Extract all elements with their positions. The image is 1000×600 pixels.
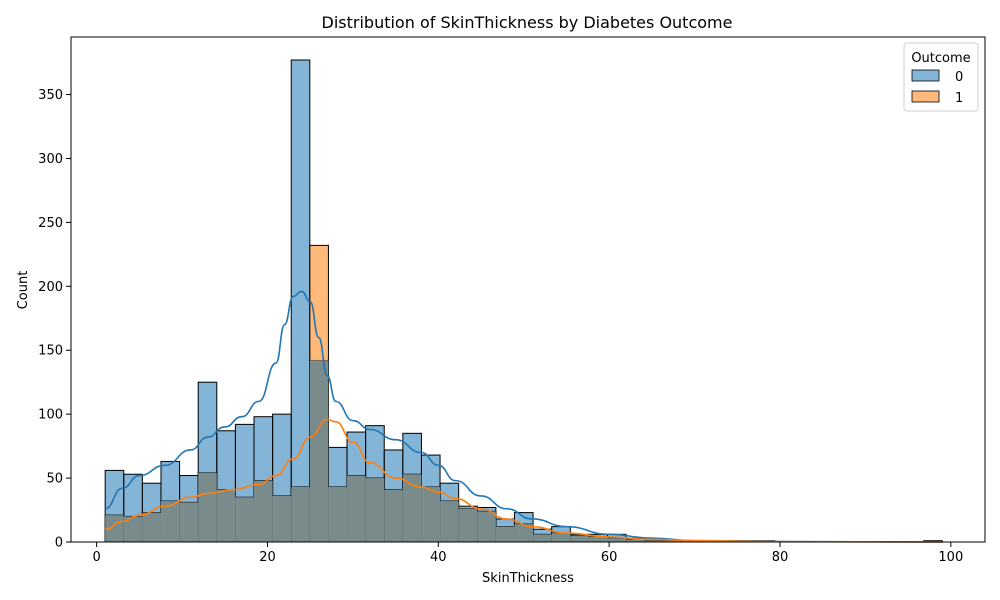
- y-tick-label-250: 250: [38, 216, 63, 231]
- bar-top-18: [440, 483, 459, 502]
- bar-overlap-25: [570, 535, 589, 542]
- y-tick-label-350: 350: [38, 88, 63, 103]
- x-tick-label-100: 100: [938, 550, 963, 565]
- bar-top-3: [160, 461, 180, 502]
- chart-title: Distribution of SkinThickness by Diabete…: [322, 13, 733, 32]
- x-tick-label-20: 20: [259, 550, 276, 565]
- x-tick-label-60: 60: [601, 550, 618, 565]
- bar-overlap-30: [663, 540, 682, 542]
- kde-curves: [104, 290, 943, 543]
- bar-top-23: [533, 529, 552, 535]
- bar-top-22: [514, 512, 534, 525]
- plot-area: [104, 59, 943, 543]
- bar-overlap-7: [235, 497, 255, 542]
- y-tick-label-50: 50: [46, 472, 63, 487]
- bar-top-15: [384, 449, 403, 490]
- x-axis-ticks: 0 20 40 60 80 100: [92, 542, 963, 565]
- bar-overlap-11: [309, 360, 329, 542]
- bar-overlap-21: [495, 526, 515, 542]
- bar-top-10: [291, 60, 310, 488]
- bar-top-24: [551, 526, 571, 534]
- bar-top-11: [309, 245, 329, 361]
- bar-overlap-2: [142, 512, 161, 542]
- legend-label-1: 1: [955, 91, 963, 106]
- bar-overlap-14: [365, 478, 385, 542]
- bar-overlap-18: [440, 501, 459, 542]
- bar-overlap-29: [644, 540, 664, 542]
- y-axis-title: Count: [16, 271, 31, 310]
- bar-overlap-26: [588, 536, 608, 542]
- bar-overlap-10: [291, 487, 310, 542]
- y-axis-ticks: 0 50 100 150 200 250 300 350: [38, 88, 71, 551]
- bar-overlap-5: [198, 472, 217, 542]
- y-tick-label-150: 150: [38, 344, 63, 359]
- bar-overlap-6: [216, 489, 236, 542]
- bar-overlap-28: [626, 539, 645, 542]
- bar-overlap-20: [477, 511, 496, 542]
- legend: Outcome 0 1: [903, 42, 979, 112]
- plot-frame: [70, 36, 986, 543]
- bar-top-9: [272, 414, 292, 496]
- y-tick-label-300: 300: [38, 152, 63, 167]
- bar-overlap-4: [179, 502, 199, 542]
- bar-top-7: [235, 424, 255, 498]
- bar-overlap-19: [458, 508, 478, 542]
- bar-overlap-24: [551, 533, 571, 542]
- bars-overlap: [105, 360, 682, 542]
- bar-top-21: [495, 518, 515, 527]
- bar-overlap-23: [533, 534, 552, 542]
- y-tick-label-0: 0: [55, 536, 63, 551]
- legend-title: Outcome: [911, 51, 970, 66]
- x-tick-label-80: 80: [772, 550, 789, 565]
- bar-overlap-27: [607, 538, 627, 542]
- x-tick-label-0: 0: [92, 550, 100, 565]
- x-axis-title: SkinThickness: [482, 571, 574, 586]
- bar-top-16: [402, 433, 422, 475]
- bar-top-1: [123, 474, 143, 517]
- bar-overlap-17: [421, 487, 441, 542]
- legend-swatch-1: [911, 90, 940, 103]
- bar-top-0: [105, 470, 124, 516]
- bar-overlap-1: [123, 516, 143, 542]
- bar-overlap-9: [272, 495, 292, 542]
- kde-line-1: [105, 418, 943, 543]
- bar-top-4: [179, 475, 199, 503]
- bar-overlap-12: [328, 487, 348, 542]
- bar-overlap-16: [402, 474, 422, 542]
- legend-label-0: 0: [955, 70, 963, 85]
- bar-top-27: [607, 534, 627, 539]
- bar-top-17: [421, 455, 441, 488]
- y-tick-label-100: 100: [38, 408, 63, 423]
- bar-top-2: [142, 483, 161, 513]
- bar-overlap-13: [347, 475, 366, 542]
- bar-overlap-22: [514, 524, 534, 542]
- legend-swatch-0: [911, 69, 940, 82]
- bar-top-19: [458, 506, 478, 509]
- bar-top-8: [254, 416, 273, 481]
- bar-top-12: [328, 447, 348, 488]
- bar-overlap-8: [254, 480, 273, 542]
- bar-top-14: [365, 425, 385, 479]
- y-tick-label-200: 200: [38, 280, 63, 295]
- bar-top-25: [570, 534, 589, 536]
- kde-line-0: [104, 290, 943, 543]
- bar-top-6: [216, 430, 236, 490]
- x-tick-label-40: 40: [430, 550, 447, 565]
- bar-overlap-3: [160, 501, 180, 542]
- bars-outcome-0: [104, 59, 943, 543]
- bar-top-5: [198, 382, 217, 473]
- bar-overlap-15: [384, 489, 403, 542]
